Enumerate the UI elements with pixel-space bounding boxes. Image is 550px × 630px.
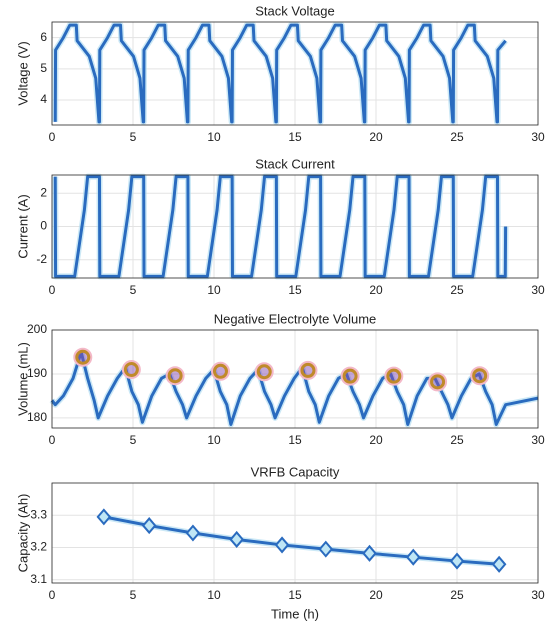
x-tick-label: 10 — [207, 283, 221, 297]
line — [53, 23, 507, 124]
y-tick-label: -2 — [36, 252, 47, 266]
y-tick-label: 190 — [27, 366, 47, 380]
marker-halo — [165, 366, 185, 386]
marker — [491, 555, 507, 573]
y-tick-label: 200 — [27, 322, 47, 336]
x-tick-label: 25 — [450, 130, 464, 144]
x-tick-label: 0 — [49, 130, 56, 144]
x-tick-label: 25 — [450, 433, 464, 447]
x-tick-label: 10 — [207, 433, 221, 447]
x-tick-label: 0 — [49, 283, 56, 297]
marker-halo — [428, 372, 448, 392]
marker — [274, 536, 290, 554]
marker — [96, 508, 112, 526]
marker — [386, 368, 402, 384]
x-tick-label: 30 — [531, 588, 545, 602]
marker-halo — [384, 366, 404, 386]
y-tick-label: 3.2 — [30, 540, 47, 554]
axes-frame — [51, 21, 539, 126]
chart-title: VRFB Capacity — [251, 464, 340, 479]
y-tick-label: 180 — [27, 410, 47, 424]
y-axis-label: Capacity (Ah) — [15, 494, 30, 573]
x-tick-label: 0 — [49, 588, 56, 602]
marker — [300, 362, 316, 378]
x-tick-label: 25 — [450, 283, 464, 297]
line — [103, 515, 500, 566]
chart-title: Stack Current — [255, 156, 335, 171]
marker — [123, 362, 139, 378]
x-tick-label: 5 — [130, 433, 137, 447]
marker-halo — [210, 361, 230, 381]
marker — [229, 530, 244, 548]
x-tick-label: 15 — [288, 433, 302, 447]
y-tick-label: 3.3 — [30, 507, 47, 521]
marker-halo — [254, 362, 274, 382]
line — [53, 175, 508, 278]
plot-area: 0 5 10 15 20 25 30 4 5 6 Stack Voltage Voltage (V) — [15, 3, 545, 144]
axes-frame — [51, 174, 539, 279]
x-tick-label: 30 — [531, 130, 545, 144]
x-tick-label: 15 — [288, 130, 302, 144]
marker — [318, 540, 334, 558]
y-axis-label: Current (A) — [15, 194, 30, 258]
plot-area: 0 5 10 15 20 25 30 180 190 200 Negative Electrolyt… — [15, 311, 545, 447]
marker — [256, 364, 272, 380]
marker — [342, 368, 358, 384]
axes-frame — [51, 329, 539, 429]
marker-halo — [340, 366, 360, 386]
marker — [212, 363, 228, 379]
marker — [405, 548, 421, 566]
x-tick-label: 30 — [531, 433, 545, 447]
chart-title: Negative Electrolyte Volume — [214, 311, 377, 326]
x-tick-label: 30 — [531, 283, 545, 297]
marker-halo — [121, 360, 141, 380]
marker — [185, 524, 201, 542]
y-tick-label: 6 — [40, 30, 47, 44]
chart-title: Stack Voltage — [255, 3, 335, 18]
x-tick-label: 20 — [369, 130, 383, 144]
y-tick-label: 0 — [40, 219, 47, 233]
y-axis-label: Voltage (V) — [15, 41, 30, 105]
marker — [430, 374, 446, 390]
x-tick-label: 15 — [288, 283, 302, 297]
y-tick-label: 2 — [40, 185, 47, 199]
marker — [362, 544, 377, 562]
x-tick-label: 20 — [369, 433, 383, 447]
y-axis-label: Volume (mL) — [15, 342, 30, 416]
x-tick-label: 20 — [369, 588, 383, 602]
marker — [472, 368, 488, 384]
y-tick-label: 4 — [40, 92, 47, 106]
plot-area: 0 5 10 15 20 25 30 3.1 3.2 3.3 VRFB Capacity Capaci… — [15, 464, 545, 621]
marker — [167, 368, 183, 384]
marker — [75, 349, 91, 365]
x-tick-label: 5 — [130, 283, 137, 297]
x-tick-label: 10 — [207, 588, 221, 602]
x-tick-label: 5 — [130, 588, 137, 602]
y-tick-label: 5 — [40, 61, 47, 75]
axes-frame — [51, 482, 539, 584]
x-tick-label: 15 — [288, 588, 302, 602]
plot-area: 0 5 10 15 20 25 30 -2 0 2 Stack Current Current (A) — [15, 156, 545, 297]
y-tick-label: 3.1 — [30, 572, 47, 586]
marker — [141, 517, 157, 535]
marker-halo — [73, 347, 93, 367]
x-tick-label: 20 — [369, 283, 383, 297]
x-tick-label: 5 — [130, 130, 137, 144]
x-tick-label: 10 — [207, 130, 221, 144]
marker-halo — [470, 366, 490, 386]
x-tick-label: 0 — [49, 433, 56, 447]
x-axis-label: Time (h) — [271, 606, 319, 621]
x-tick-label: 25 — [450, 588, 464, 602]
marker-halo — [298, 360, 318, 380]
marker — [449, 552, 465, 570]
